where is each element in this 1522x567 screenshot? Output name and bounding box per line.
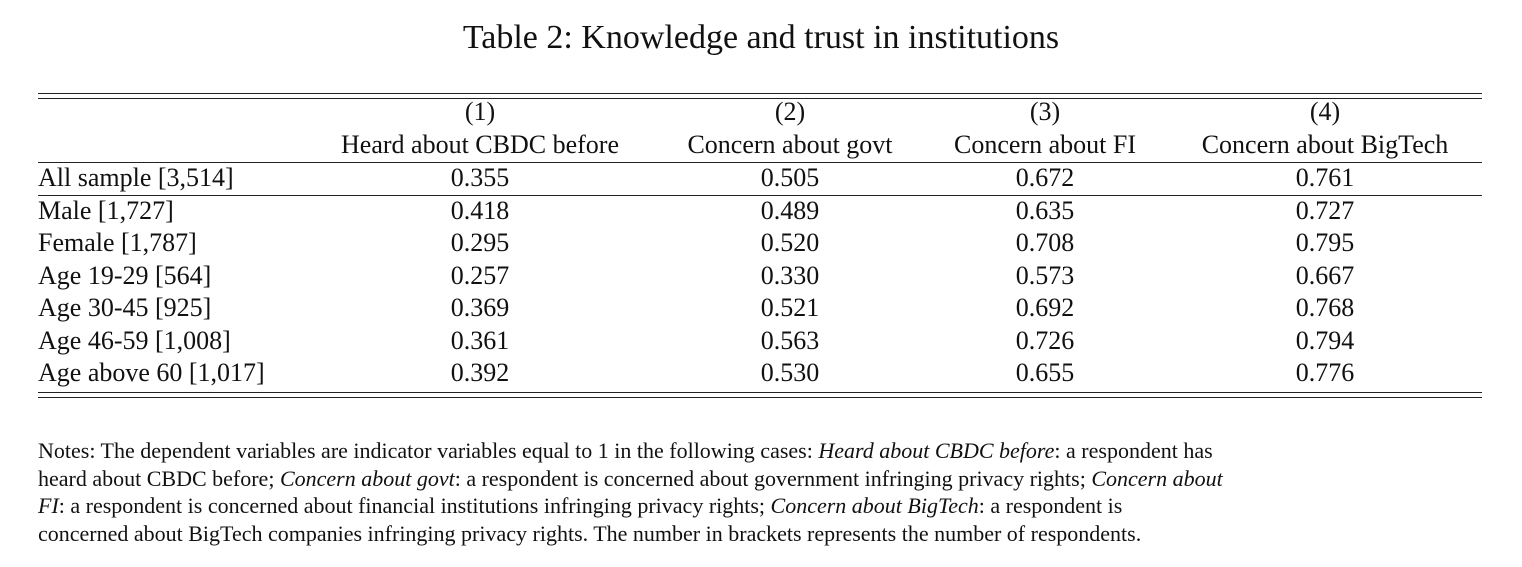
cell-value: 0.708 — [1015, 228, 1075, 257]
cell-value: 0.573 — [1015, 260, 1075, 290]
cell-value: 0.295 — [450, 228, 510, 257]
note-line: heard about CBDC before; Concern about g… — [38, 465, 1223, 491]
column-number: (2) — [774, 97, 806, 126]
row-rule — [38, 195, 1482, 196]
cell-value: 0.505 — [760, 163, 820, 192]
cell-value: 0.418 — [450, 195, 510, 225]
cell-value: 0.667 — [1295, 260, 1355, 290]
cell-value: 0.369 — [450, 293, 510, 322]
note-text: Notes: The dependent variables are indic… — [38, 438, 819, 463]
note-text: : a respondent is concerned about financ… — [58, 493, 771, 519]
note-emphasis: Concern about BigTech — [770, 493, 979, 519]
column-header: Concern about BigTech — [1201, 130, 1449, 159]
note-text: heard about CBDC before; — [38, 465, 280, 491]
note-line: concerned about BigTech companies infrin… — [38, 523, 1141, 545]
column-header: Concern about FI — [954, 130, 1136, 159]
cell-value: 0.776 — [1295, 358, 1355, 387]
cell-value: 0.672 — [1015, 163, 1075, 192]
cell-value: 0.768 — [1295, 293, 1355, 322]
cell-value: 0.635 — [1015, 195, 1075, 225]
note-text: concerned about BigTech companies infrin… — [38, 521, 1142, 547]
column-header: Heard about CBDC before — [341, 130, 619, 159]
cell-value: 0.655 — [1015, 358, 1075, 387]
note-emphasis: FI — [38, 493, 59, 519]
note-text: : a respondent has — [1054, 438, 1213, 463]
top-rule — [38, 98, 1482, 99]
note-text: : a respondent is — [978, 493, 1123, 519]
row-label: Age 46-59 [1,008] — [38, 325, 231, 355]
cell-value: 0.726 — [1015, 325, 1075, 355]
cell-value: 0.794 — [1295, 325, 1355, 355]
cell-value: 0.761 — [1295, 163, 1355, 192]
column-number: (1) — [464, 97, 496, 126]
column-number: (3) — [1029, 97, 1061, 126]
note-line: FI: a respondent is concerned about fina… — [38, 495, 1122, 517]
cell-value: 0.692 — [1015, 293, 1075, 322]
cell-value: 0.563 — [760, 325, 820, 355]
cell-value: 0.489 — [760, 195, 820, 225]
note-line: Notes: The dependent variables are indic… — [38, 440, 1213, 462]
column-header: Concern about govt — [687, 130, 893, 159]
row-label: Age 30-45 [925] — [38, 293, 212, 322]
bottom-rule — [38, 392, 1482, 393]
cell-value: 0.727 — [1295, 195, 1355, 225]
cell-value: 0.257 — [450, 260, 510, 290]
cell-value: 0.355 — [450, 163, 510, 192]
cell-value: 0.520 — [760, 228, 820, 257]
cell-value: 0.530 — [760, 358, 820, 387]
bottom-rule — [38, 397, 1482, 398]
top-rule — [38, 93, 1482, 94]
cell-value: 0.392 — [450, 358, 510, 387]
cell-value: 0.361 — [450, 325, 510, 355]
note-emphasis: Heard about CBDC before — [818, 438, 1055, 463]
header-rule — [38, 162, 1482, 163]
cell-value: 0.521 — [760, 293, 820, 322]
cell-value: 0.795 — [1295, 228, 1355, 257]
note-emphasis: Concern about govt — [279, 465, 455, 491]
row-label: Age 19-29 [564] — [38, 260, 212, 290]
note-text: : a respondent is concerned about govern… — [454, 465, 1092, 491]
note-emphasis: Concern about — [1091, 465, 1223, 491]
table-title: Table 2: Knowledge and trust in institut… — [462, 19, 1060, 56]
row-label: Female [1,787] — [38, 228, 197, 257]
row-label: All sample [3,514] — [38, 163, 234, 192]
column-number: (4) — [1309, 97, 1341, 126]
row-label: Male [1,727] — [38, 195, 174, 225]
cell-value: 0.330 — [760, 260, 820, 290]
row-label: Age above 60 [1,017] — [38, 358, 265, 387]
